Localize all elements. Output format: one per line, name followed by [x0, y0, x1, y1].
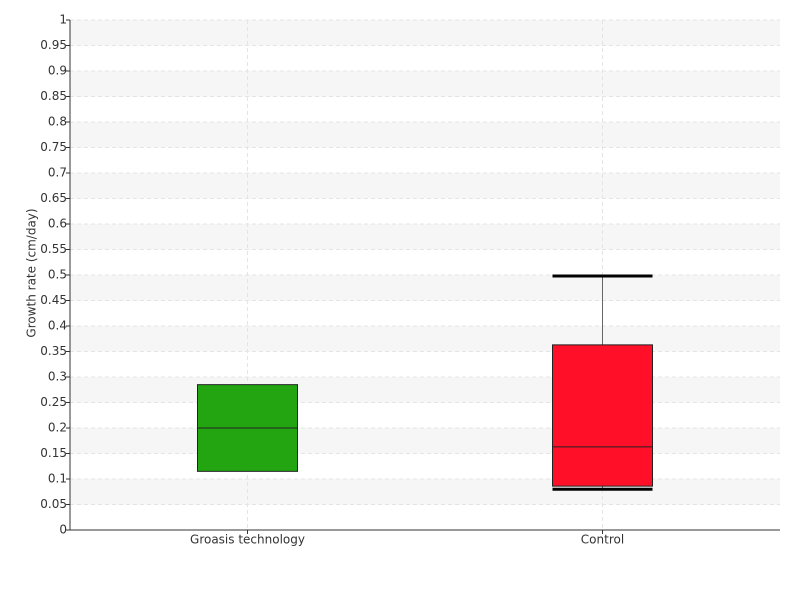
y-tick-label: 0.35 [40, 344, 67, 358]
y-tick-label: 0.4 [48, 319, 67, 333]
y-tick-label: 0.65 [40, 191, 67, 205]
y-tick-label: 0 [59, 523, 67, 537]
y-tick-label: 1 [59, 13, 67, 27]
y-axis-label: Growth rate (cm/day) [25, 208, 39, 337]
x-tick-label: Control [581, 533, 624, 547]
y-tick-label: 0.6 [48, 217, 67, 231]
grid-band [70, 173, 780, 199]
grid-band [70, 275, 780, 301]
x-tick-label: Groasis technology [190, 533, 305, 547]
y-tick-label: 0.8 [48, 115, 67, 129]
grid-band [70, 479, 780, 505]
grid-band [70, 20, 780, 46]
y-tick-label: 0.7 [48, 166, 67, 180]
box [552, 344, 653, 487]
y-tick-label: 0.5 [48, 268, 67, 282]
y-tick-label: 0.25 [40, 395, 67, 409]
y-tick-label: 0.05 [40, 497, 67, 511]
y-tick-label: 0.75 [40, 140, 67, 154]
y-tick-label: 0.85 [40, 89, 67, 103]
y-tick-label: 0.55 [40, 242, 67, 256]
grid-band [70, 122, 780, 148]
grid-band [70, 428, 780, 454]
grid-band [70, 377, 780, 403]
y-tick-label: 0.9 [48, 64, 67, 78]
y-tick-label: 0.45 [40, 293, 67, 307]
y-tick-label: 0.2 [48, 421, 67, 435]
y-tick-label: 0.3 [48, 370, 67, 384]
grid-band [70, 71, 780, 97]
y-tick-label: 0.95 [40, 38, 67, 52]
y-tick-label: 0.15 [40, 446, 67, 460]
grid-band [70, 224, 780, 250]
y-tick-label: 0.1 [48, 472, 67, 486]
grid-band [70, 326, 780, 352]
